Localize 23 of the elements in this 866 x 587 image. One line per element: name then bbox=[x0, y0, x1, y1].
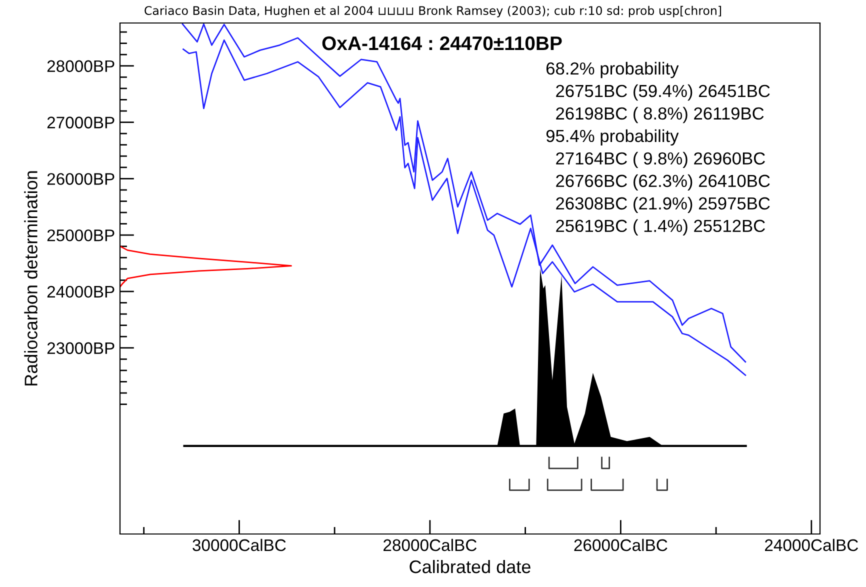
x-tick-label: 28000CalBC bbox=[384, 538, 477, 552]
y-tick-label: 26000BP bbox=[47, 173, 114, 185]
annotation: 27164BC ( 9.8%) 26960BC bbox=[556, 152, 765, 168]
y-tick-label: 24000BP bbox=[47, 286, 114, 298]
x-tick-label: 24000CalBC bbox=[765, 538, 858, 552]
annotation: 26308BC (21.9%) 25975BC bbox=[556, 196, 770, 213]
y-tick-label: 23000BP bbox=[47, 342, 114, 354]
annotation: 25619BC ( 1.4%) 25512BC bbox=[556, 219, 765, 236]
annotation: 26766BC (62.3%) 26410BC bbox=[556, 174, 770, 191]
annotation: 68.2% probability bbox=[546, 62, 679, 78]
annotation: 26751BC (59.4%) 26451BC bbox=[556, 84, 770, 101]
text: OxA-14164 : 24470±110BP bbox=[322, 36, 562, 50]
annotation: 26198BC ( 8.8%) 26119BC bbox=[556, 106, 764, 124]
x-tick-label: 26000CalBC bbox=[574, 538, 668, 552]
x-axis-title: Calibrated date bbox=[410, 560, 530, 574]
chart-subtitle: Cariaco Basin Data, Hughen et al 2004 ⊔⊔⊔⊔ Bronk Ramsey (2003); cub r:10 sd: prob usp[chron] bbox=[144, 6, 722, 18]
annotation: 95.4% probability bbox=[546, 129, 679, 146]
x-tick-label: 30000CalBC bbox=[192, 538, 286, 552]
y-tick-label: 28000BP bbox=[47, 60, 114, 72]
y-tick-label: 27000BP bbox=[47, 116, 114, 128]
y-tick-label: 25000BP bbox=[47, 229, 114, 242]
line-series bbox=[120, 245, 292, 288]
y-axis-title: Radiocarbon determination bbox=[24, 171, 38, 386]
